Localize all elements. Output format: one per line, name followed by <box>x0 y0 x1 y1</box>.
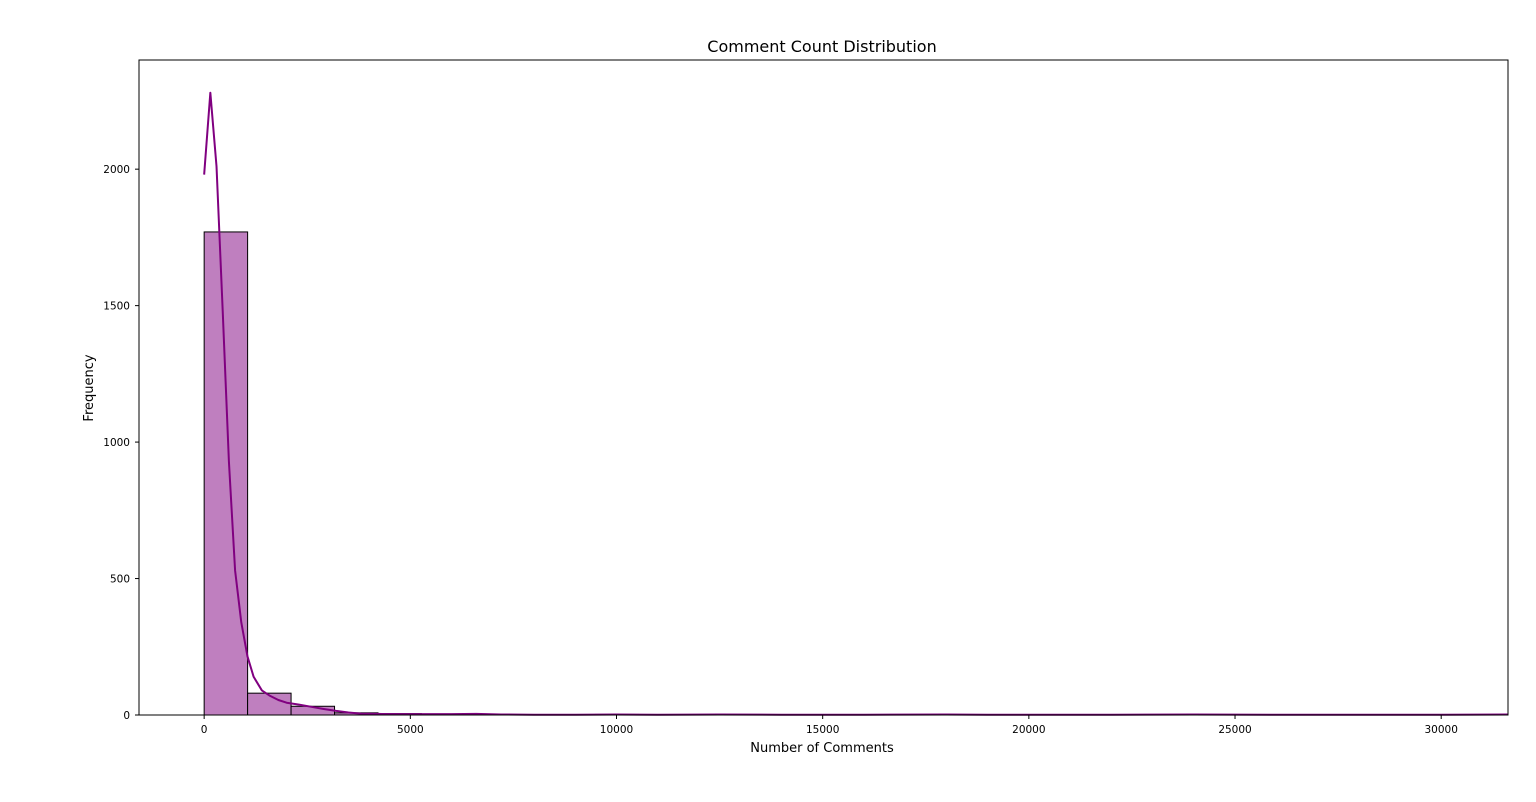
x-tick-label: 10000 <box>600 724 633 736</box>
y-tick-label: 0 <box>123 710 130 722</box>
x-tick-label: 15000 <box>806 724 839 736</box>
x-tick-label: 30000 <box>1424 724 1457 736</box>
histogram-bars <box>203 231 1509 716</box>
plot-frame <box>138 59 1509 716</box>
x-tick-label: 0 <box>201 724 208 736</box>
x-axis-label: Number of Comments <box>750 741 894 756</box>
chart-title: Comment Count Distribution <box>707 37 936 56</box>
x-tick-label: 5000 <box>397 724 424 736</box>
y-axis-ticks: 0 500 1000 1500 2000 <box>103 164 139 722</box>
x-axis-ticks: 0 5000 10000 15000 20000 25000 30000 <box>201 715 1458 736</box>
y-axis-label: Frequency <box>82 354 97 421</box>
kde-curve <box>203 91 1509 716</box>
kde-curve-layer <box>203 91 1509 716</box>
y-tick-label: 2000 <box>103 164 130 176</box>
y-tick-label: 1500 <box>103 301 130 313</box>
x-tick-label: 25000 <box>1218 724 1251 736</box>
x-tick-label: 20000 <box>1012 724 1045 736</box>
y-tick-label: 1000 <box>103 437 130 449</box>
histogram-bar-0 <box>203 231 249 716</box>
y-tick-label: 500 <box>110 574 130 586</box>
